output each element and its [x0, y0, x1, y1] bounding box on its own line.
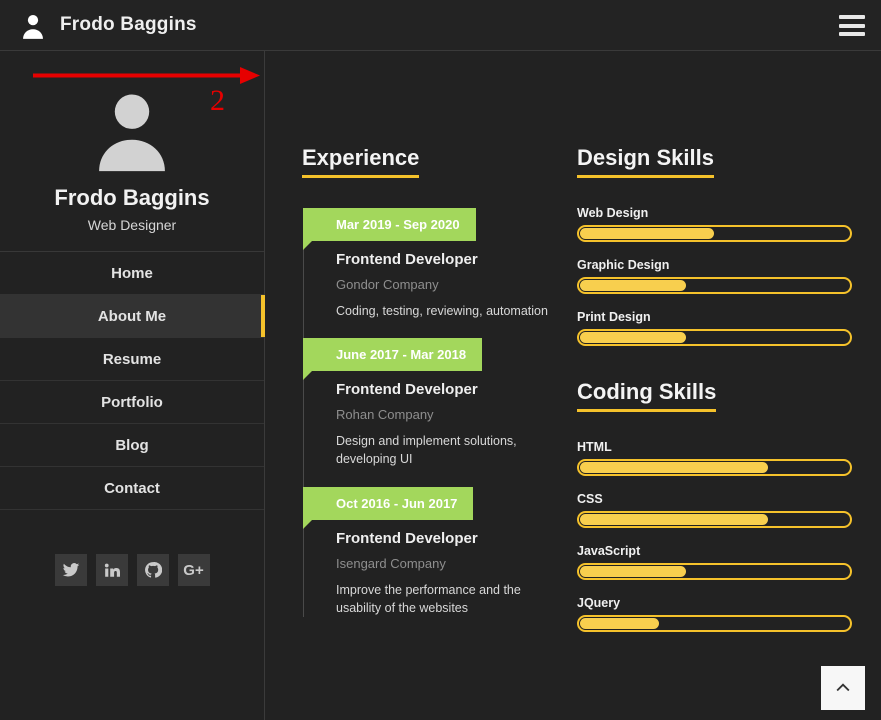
main-content: Experience Mar 2019 - Sep 2020 Frontend …	[265, 51, 881, 720]
skill-progress-fill	[580, 332, 687, 344]
design-skills-group: Design Skills Web Design Graphic Design …	[577, 145, 852, 347]
sidebar-item-resume[interactable]: Resume	[0, 338, 264, 382]
experience-period-badge: Mar 2019 - Sep 2020	[303, 208, 476, 251]
page-title: Frodo Baggins	[60, 14, 197, 35]
skill-progress-bar	[577, 277, 852, 295]
skill-progress-fill	[580, 228, 714, 240]
experience-company: Isengard Company	[336, 555, 446, 571]
skill-progress-bar	[577, 615, 852, 633]
experience-description: Design and implement solutions, developi…	[336, 434, 517, 467]
experience-item: Mar 2019 - Sep 2020 Frontend Developer G…	[303, 208, 552, 320]
skill-label: HTML	[577, 440, 612, 455]
skill-row: Graphic Design	[577, 258, 852, 295]
sidebar-item-about-me[interactable]: About Me	[0, 295, 265, 339]
skill-progress-fill	[580, 462, 768, 474]
social-links: G+	[0, 554, 264, 587]
skill-progress-fill	[580, 566, 687, 578]
experience-timeline: Mar 2019 - Sep 2020 Frontend Developer G…	[302, 208, 552, 617]
skill-progress-fill	[580, 514, 768, 526]
skill-label: Graphic Design	[577, 258, 670, 273]
chevron-up-icon	[836, 683, 850, 692]
linkedin-icon[interactable]	[95, 554, 128, 587]
experience-company: Rohan Company	[336, 407, 434, 423]
experience-item: June 2017 - Mar 2018 Frontend Developer …	[303, 338, 552, 468]
google-plus-icon[interactable]: G+	[177, 554, 210, 587]
skill-progress-bar	[577, 225, 852, 243]
experience-title: Experience	[302, 145, 420, 179]
skill-label: JQuery	[577, 596, 621, 611]
profile-role: Web Designer	[87, 217, 177, 234]
hamburger-bar	[839, 15, 865, 19]
top-bar: Frodo Baggins	[0, 0, 881, 51]
github-icon[interactable]	[136, 554, 169, 587]
sidebar-item-portfolio[interactable]: Portfolio	[0, 381, 264, 425]
experience-role: Frontend Developer	[336, 529, 478, 547]
experience-period-badge: June 2017 - Mar 2018	[303, 338, 483, 381]
skill-row: Web Design	[577, 206, 852, 243]
experience-role: Frontend Developer	[336, 251, 478, 269]
skill-progress-bar	[577, 459, 852, 477]
hamburger-bar	[839, 23, 865, 28]
skill-label: Web Design	[577, 206, 649, 221]
skill-row: HTML	[577, 440, 852, 477]
skill-progress-bar	[577, 329, 852, 347]
skill-progress-fill	[580, 618, 660, 630]
skill-row: CSS	[577, 492, 852, 529]
sidebar-item-home[interactable]: Home	[0, 252, 264, 296]
experience-role: Frontend Developer	[336, 381, 478, 399]
hamburger-bar	[839, 32, 865, 36]
experience-period-badge: Oct 2016 - Jun 2017	[303, 486, 474, 529]
skill-progress-bar	[577, 511, 852, 529]
skill-progress-bar	[577, 563, 852, 581]
skill-row: JQuery	[577, 596, 852, 633]
sidebar: Frodo Baggins Web Designer Home About Me…	[0, 51, 265, 720]
twitter-icon[interactable]	[54, 554, 87, 587]
sidebar-nav: Home About Me Resume Portfolio Blog Cont…	[0, 252, 265, 511]
skill-label: CSS	[577, 492, 603, 507]
skill-label: JavaScript	[577, 544, 641, 559]
profile-card: Frodo Baggins Web Designer	[0, 51, 264, 253]
skill-row: Print Design	[577, 310, 852, 347]
hamburger-menu-icon[interactable]	[839, 15, 865, 36]
experience-description: Coding, testing, reviewing, automation	[336, 304, 548, 319]
experience-section: Experience Mar 2019 - Sep 2020 Frontend …	[302, 145, 552, 635]
sidebar-item-contact[interactable]: Contact	[0, 467, 264, 511]
sidebar-item-blog[interactable]: Blog	[0, 424, 264, 468]
avatar	[86, 87, 178, 173]
user-avatar-icon	[18, 10, 48, 40]
experience-company: Gondor Company	[336, 277, 439, 293]
skill-label: Print Design	[577, 310, 651, 325]
skills-section: Design Skills Web Design Graphic Design …	[577, 145, 852, 648]
coding-skills-title: Coding Skills	[577, 380, 717, 413]
coding-skills-group: Coding Skills HTML CSS JavaScript	[577, 380, 852, 633]
google-plus-label: G+	[183, 561, 204, 579]
profile-name: Frodo Baggins	[54, 185, 210, 210]
skill-progress-fill	[580, 280, 687, 292]
experience-item: Oct 2016 - Jun 2017 Frontend Developer I…	[303, 486, 552, 617]
scroll-to-top-button[interactable]	[821, 666, 865, 710]
experience-description: Improve the performance and the usabilit…	[336, 582, 521, 615]
skill-row: JavaScript	[577, 544, 852, 581]
design-skills-title: Design Skills	[577, 145, 714, 179]
